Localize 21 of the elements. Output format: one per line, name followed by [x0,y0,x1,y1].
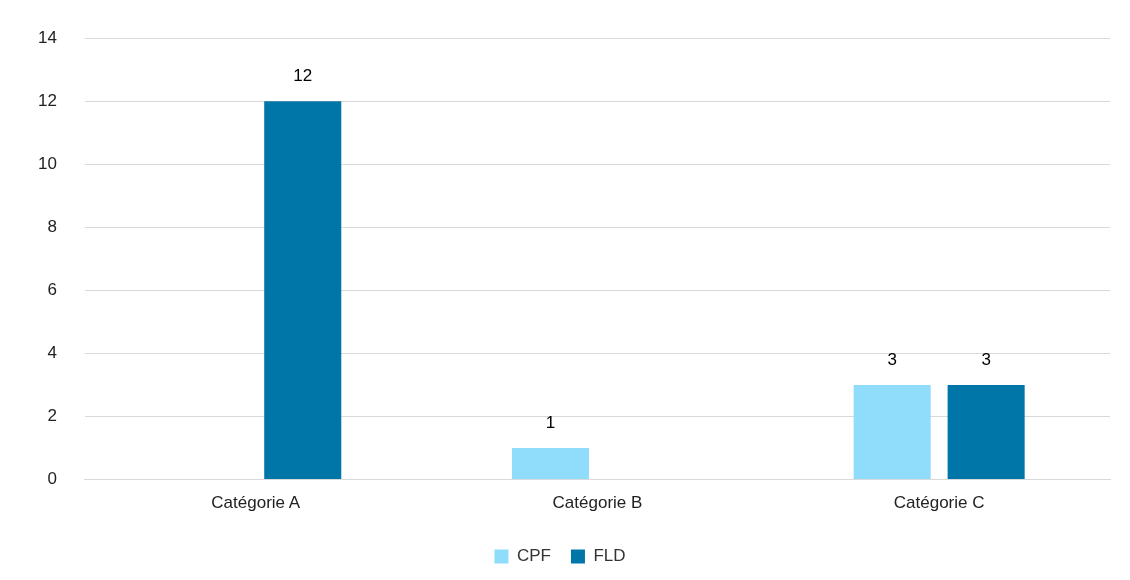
legend-label: CPF [516,546,551,566]
y-tick-label: 0 [47,469,57,489]
y-tick-label: 10 [37,154,57,173]
data-label: 1 [545,413,556,433]
legend-label: FLD [593,546,626,566]
y-tick-label: 14 [37,27,57,47]
bar [947,385,1025,480]
bar [853,385,931,480]
data-label: 3 [981,350,991,370]
bar [264,101,342,480]
y-tick-label: 6 [47,280,57,300]
y-tick-label: 8 [47,217,57,237]
data-label: 3 [887,350,897,370]
bar [511,448,589,480]
x-tick-label: Catégorie A [211,493,301,513]
y-tick-label: 2 [47,406,57,426]
y-tick-label: 4 [47,343,57,363]
data-label: 12 [293,66,313,86]
y-tick-label: 12 [37,90,57,110]
x-tick-label: Catégorie B [552,493,643,513]
x-tick-label: Catégorie C [893,493,985,513]
